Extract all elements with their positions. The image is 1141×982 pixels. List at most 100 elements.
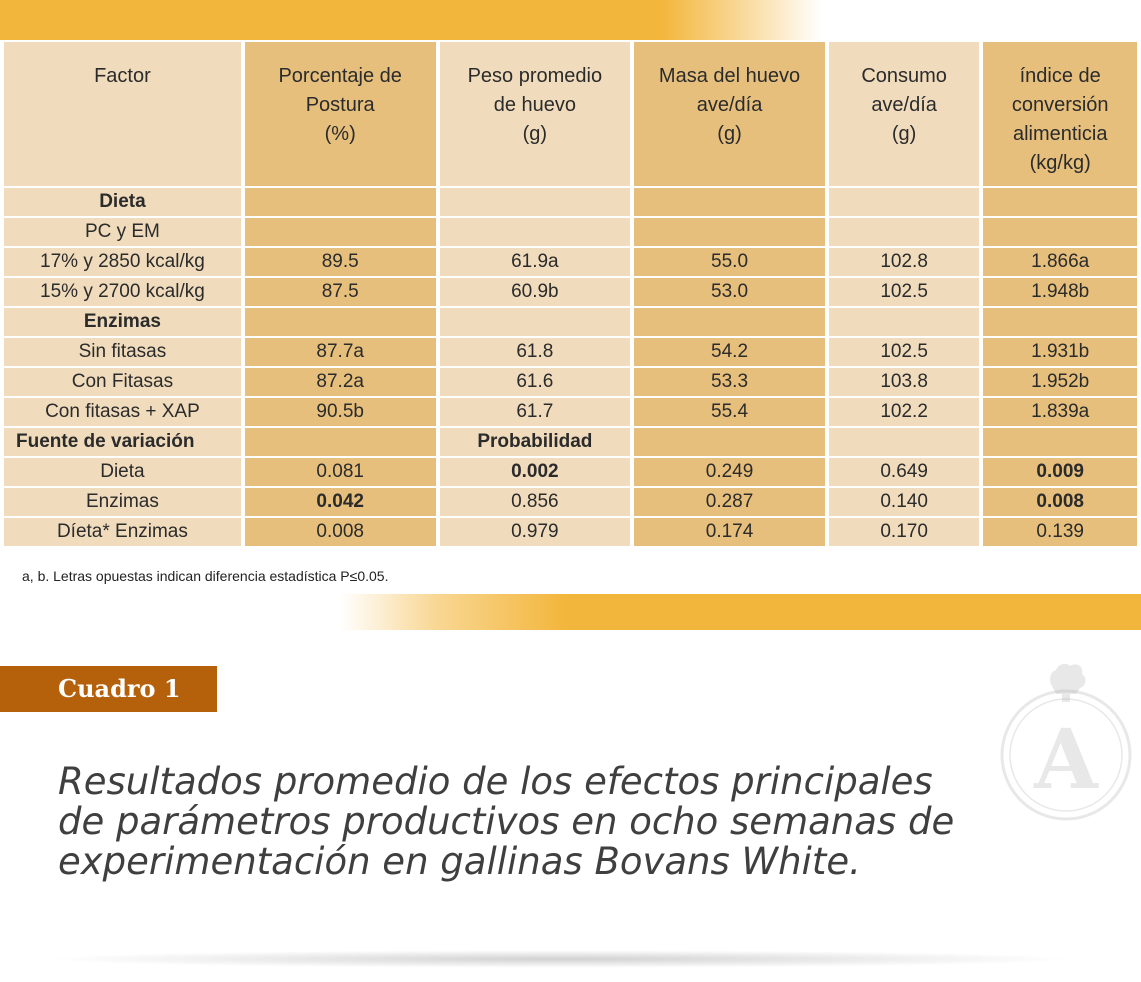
table-cell: [244, 308, 436, 336]
row-label: 17% y 2850 kcal/kg: [4, 248, 241, 276]
row-label: Dieta: [4, 458, 241, 486]
table-cell: 87.2a: [244, 368, 436, 396]
row-label: Dieta: [4, 188, 241, 216]
table-cell: [983, 308, 1137, 336]
table-row: Dieta 0.081 0.002 0.249 0.649 0.009: [4, 458, 1137, 486]
table-cell: 103.8: [828, 368, 980, 396]
table-cell: [439, 218, 631, 246]
table-row-pc-em-section: PC y EM: [4, 218, 1137, 246]
row-label: Enzimas: [4, 308, 241, 336]
header-line: ave/día: [871, 94, 937, 116]
header-line: (g): [717, 123, 742, 145]
table-row-enzimas-section: Enzimas: [4, 308, 1137, 336]
table-cell: [983, 218, 1137, 246]
row-label: PC y EM: [4, 218, 241, 246]
table-cell: 102.2: [828, 398, 980, 426]
caption-title: Resultados promedio de los efectos princ…: [58, 760, 955, 883]
table-cell: 53.0: [634, 278, 825, 306]
table-cell: [439, 308, 631, 336]
header-line: conversión: [1011, 94, 1109, 116]
row-label: Enzimas: [4, 488, 241, 516]
table-cell: [439, 188, 631, 216]
table-cell: 1.839a: [983, 398, 1137, 426]
table-cell: 1.931b: [983, 338, 1137, 366]
table-cell: 1.948b: [983, 278, 1137, 306]
table-cell: 0.139: [983, 518, 1137, 546]
header-porcentaje-postura: Porcentaje de Postura (%): [244, 42, 436, 186]
table-header-row: Factor Porcentaje de Postura (%) Peso pr…: [4, 42, 1137, 186]
header-line: índice de: [1019, 65, 1101, 87]
header-masa-huevo: Masa del huevo ave/día (g): [634, 42, 825, 186]
hen-seal-icon: A: [1000, 663, 1132, 821]
table-cell: [244, 188, 436, 216]
table-cell: [634, 308, 825, 336]
header-line: (g): [522, 123, 548, 145]
table-cell: 102.8: [828, 248, 980, 276]
table-cell: 102.5: [828, 278, 980, 306]
table-cell: 61.6: [439, 368, 631, 396]
header-line: (g): [891, 123, 917, 145]
header-peso-promedio: Peso promedio de huevo (g): [439, 42, 631, 186]
table-row: Con Fitasas 87.2a 61.6 53.3 103.8 1.952b: [4, 368, 1137, 396]
table-cell: [828, 188, 980, 216]
row-label: Con fitasas + XAP: [4, 398, 241, 426]
table-cell: [244, 218, 436, 246]
table-cell: 87.7a: [244, 338, 436, 366]
table-cell: 89.5: [244, 248, 436, 276]
header-factor: Factor: [4, 42, 241, 186]
table-cell: 61.7: [439, 398, 631, 426]
table-cell: 102.5: [828, 338, 980, 366]
header-consumo: Consumo ave/día (g): [828, 42, 980, 186]
row-label: Fuente de variación: [4, 428, 241, 456]
header-line: ave/día: [696, 94, 763, 116]
table-cell: 0.170: [828, 518, 980, 546]
table-cell: 0.856: [439, 488, 631, 516]
header-line: Postura: [305, 94, 375, 116]
table-cell: 0.249: [634, 458, 825, 486]
table-cell: 0.008: [244, 518, 436, 546]
table-row-fuente-variacion-section: Fuente de variación Probabilidad: [4, 428, 1137, 456]
header-line: (%): [324, 123, 356, 145]
table-cell: 0.081: [244, 458, 436, 486]
table-footnote: a, b. Letras opuestas indican diferencia…: [22, 568, 389, 584]
table-row: Enzimas 0.042 0.856 0.287 0.140 0.008: [4, 488, 1137, 516]
table-row: Con fitasas + XAP 90.5b 61.7 55.4 102.2 …: [4, 398, 1137, 426]
table-row-dieta-section: Dieta: [4, 188, 1137, 216]
header-line: de huevo: [493, 94, 576, 116]
table-row: 15% y 2700 kcal/kg 87.5 60.9b 53.0 102.5…: [4, 278, 1137, 306]
bottom-shadow: [40, 950, 1080, 968]
table-cell: 1.952b: [983, 368, 1137, 396]
table-cell: [828, 308, 980, 336]
table-cell: 90.5b: [244, 398, 436, 426]
table-cell: 0.174: [634, 518, 825, 546]
seal-letter: A: [1033, 712, 1099, 808]
table-cell-significant: 0.002: [439, 458, 631, 486]
row-label: Sin fitasas: [4, 338, 241, 366]
table-row: Sin fitasas 87.7a 61.8 54.2 102.5 1.931b: [4, 338, 1137, 366]
table-row: Díeta* Enzimas 0.008 0.979 0.174 0.170 0…: [4, 518, 1137, 546]
header-line: (kg/kg): [1029, 152, 1091, 174]
results-table-container: Factor Porcentaje de Postura (%) Peso pr…: [0, 40, 1141, 554]
table-cell: [634, 218, 825, 246]
table-cell: 60.9b: [439, 278, 631, 306]
top-decorative-band: [0, 0, 1141, 40]
table-cell: 0.649: [828, 458, 980, 486]
table-row: 17% y 2850 kcal/kg 89.5 61.9a 55.0 102.8…: [4, 248, 1137, 276]
cuadro-badge: Cuadro 1: [0, 666, 217, 712]
table-cell: 55.4: [634, 398, 825, 426]
header-line: Masa del huevo: [658, 65, 801, 87]
header-line: Consumo: [861, 65, 947, 87]
header-line: Peso promedio: [467, 65, 603, 87]
table-cell: [983, 428, 1137, 456]
table-cell: [983, 188, 1137, 216]
table-cell: 53.3: [634, 368, 825, 396]
table-cell: [634, 428, 825, 456]
table-cell: [828, 218, 980, 246]
table-cell: [244, 428, 436, 456]
table-cell: 61.8: [439, 338, 631, 366]
header-line: Factor: [94, 65, 151, 87]
table-cell: 0.287: [634, 488, 825, 516]
table-cell: [634, 188, 825, 216]
row-label: 15% y 2700 kcal/kg: [4, 278, 241, 306]
table-cell: 55.0: [634, 248, 825, 276]
